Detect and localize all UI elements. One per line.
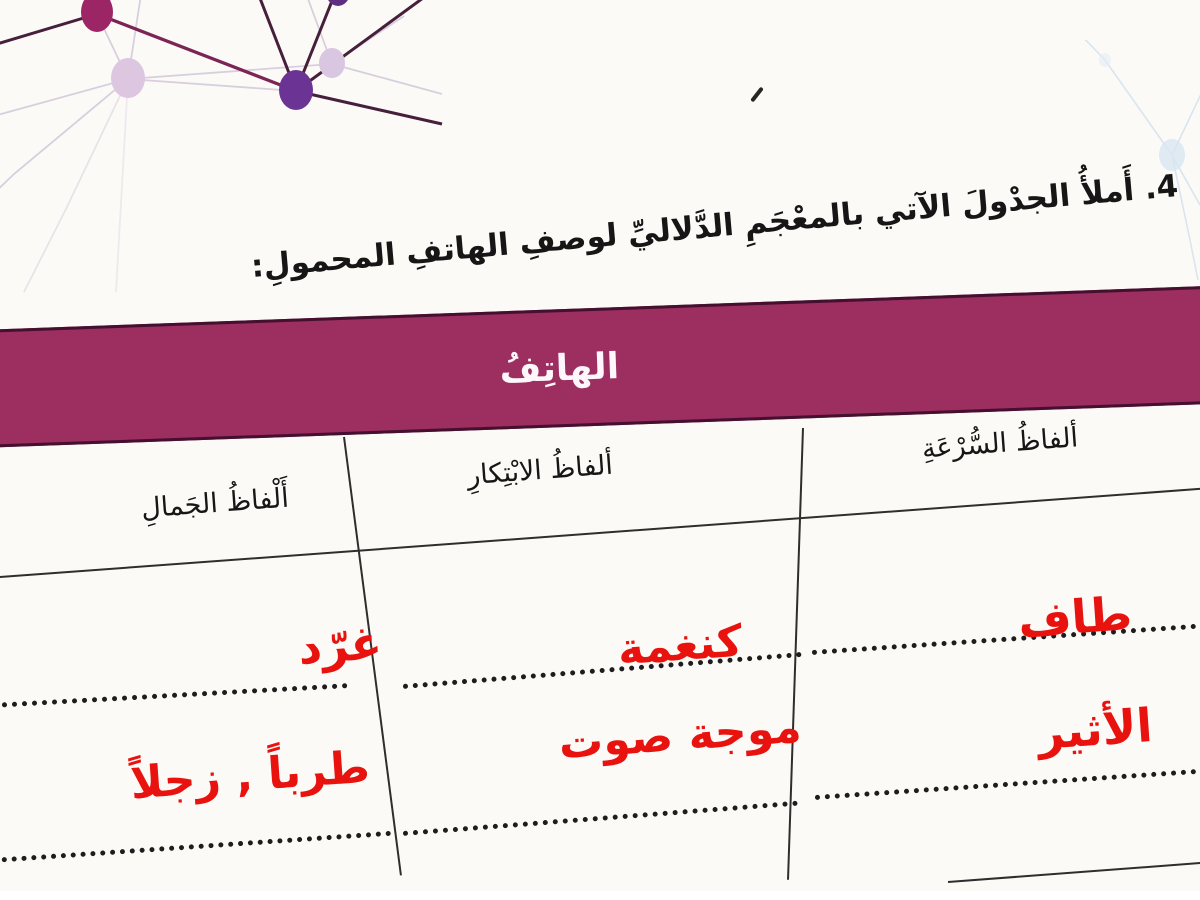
column-header-innovation: ألفاظُ الابْتِكارِ bbox=[466, 449, 614, 492]
network-decoration-blue bbox=[1040, 40, 1200, 280]
network-decoration-purple bbox=[0, 0, 446, 294]
column-header-speed: ألفاظُ السُّرْعَةِ bbox=[920, 422, 1080, 465]
scan-edge-strip bbox=[0, 891, 1200, 900]
answer-innovation-2: موجة صوت bbox=[557, 701, 803, 770]
network-decoration-purple-svg bbox=[0, 0, 443, 293]
answer-innovation-1: كنغمة bbox=[616, 615, 744, 676]
answer-beauty-2: طرباً , زجلاً bbox=[128, 741, 372, 810]
answer-speed-2: الأثير bbox=[1035, 698, 1155, 760]
dotted-line-speed-2 bbox=[814, 768, 1200, 800]
row-separator-bottom-right bbox=[947, 861, 1200, 883]
dotted-line-innovation-2 bbox=[402, 800, 799, 836]
table-title: الهاتِفُ bbox=[498, 345, 620, 391]
answer-speed-1: طاف bbox=[1016, 586, 1134, 648]
answer-beauty-1: غرّد bbox=[296, 615, 384, 675]
network-decoration-blue-svg bbox=[1084, 40, 1200, 280]
table-title-band: الهاتِفُ bbox=[0, 285, 1200, 448]
column-header-beauty: أَلْفاظُ الجَمالِ bbox=[140, 482, 290, 525]
dotted-line-beauty-2 bbox=[0, 830, 392, 863]
dotted-line-beauty-1 bbox=[0, 683, 348, 708]
scan-artifact-tick bbox=[750, 86, 764, 103]
